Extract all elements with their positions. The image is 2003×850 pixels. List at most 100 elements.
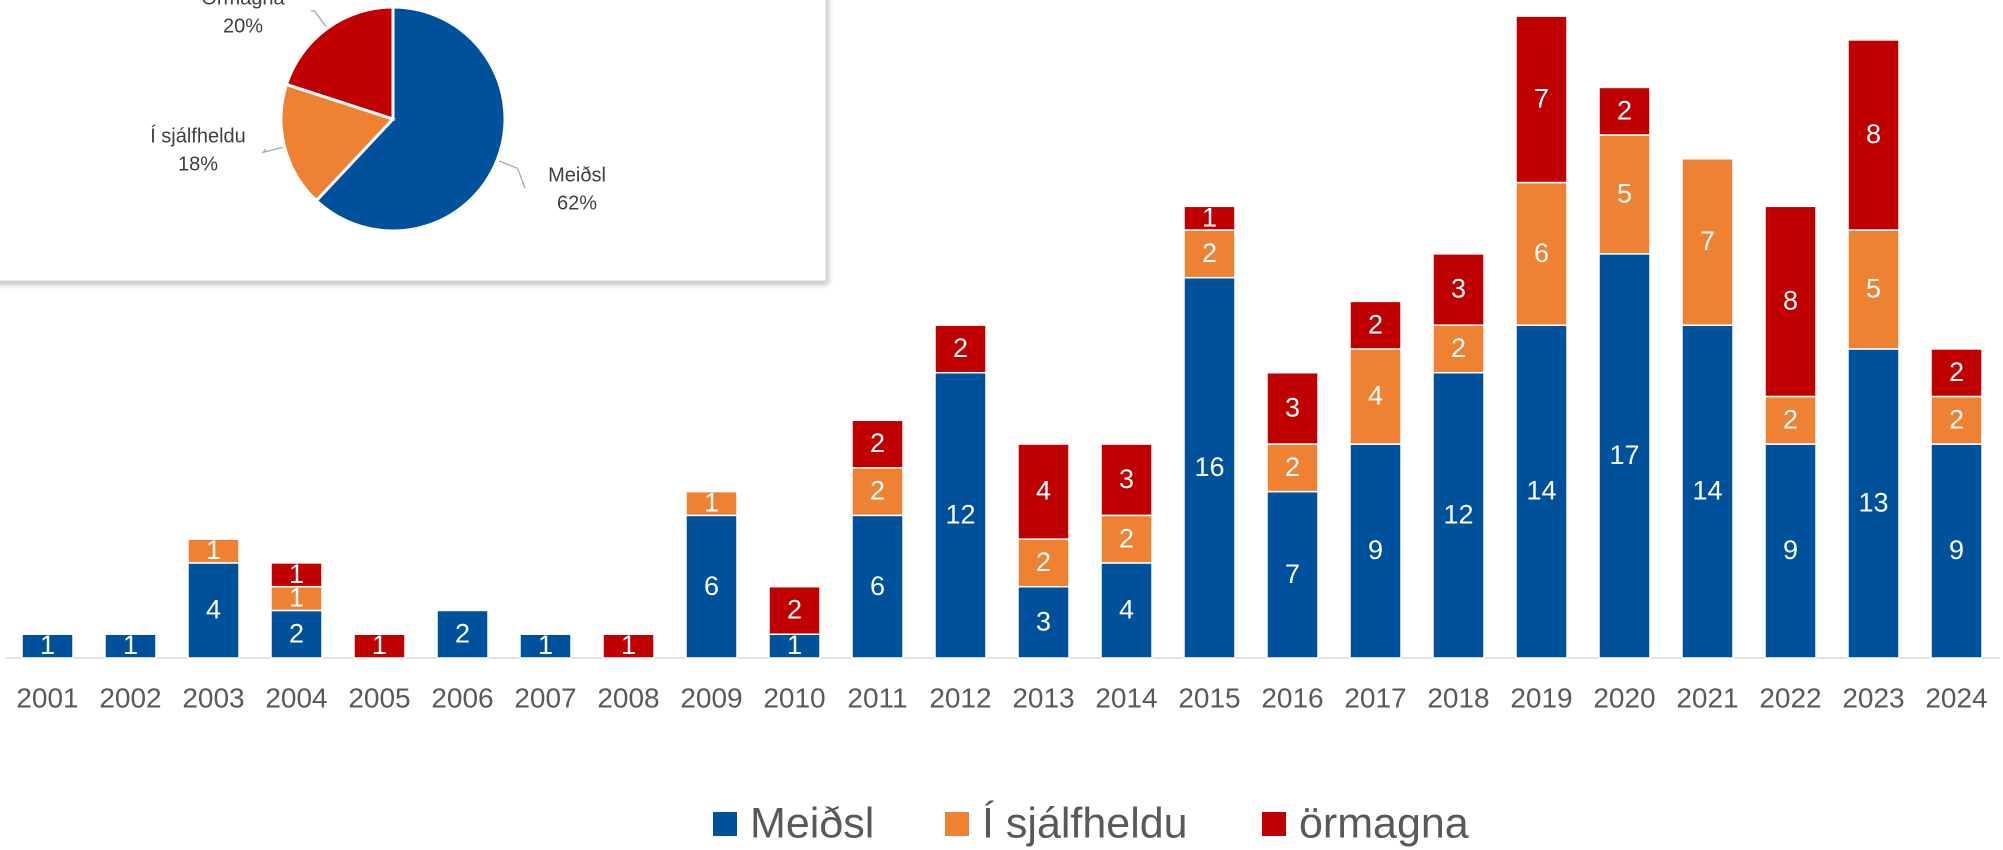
data-label: 4	[1368, 381, 1383, 411]
leader-line	[498, 160, 526, 189]
bar-segment	[1017, 443, 1070, 540]
bar-segment	[519, 633, 572, 659]
data-label: 4	[206, 595, 221, 625]
bar-segment	[1930, 395, 1983, 445]
legend-swatch	[945, 812, 969, 836]
data-label: 6	[704, 571, 719, 601]
x-tick-label: 2022	[1759, 682, 1821, 713]
bar-segment	[1847, 229, 1900, 350]
data-label: 9	[1949, 535, 1964, 565]
x-tick-label: 2016	[1261, 682, 1323, 713]
bar-segment	[1847, 348, 1900, 659]
x-tick-label: 2014	[1095, 682, 1157, 713]
data-label: 5	[1866, 274, 1881, 304]
bar-segment	[1017, 538, 1070, 588]
bar-segment	[353, 633, 406, 659]
data-label: 3	[1119, 464, 1134, 494]
bar-segment	[1515, 181, 1568, 326]
data-label: 2	[1119, 523, 1134, 553]
bar-segment	[851, 514, 904, 659]
data-label: 2	[1368, 309, 1383, 339]
x-tick-label: 2005	[348, 682, 410, 713]
pie-slice	[284, 5, 395, 122]
data-label: 7	[1700, 226, 1715, 256]
x-tick-label: 2017	[1344, 682, 1406, 713]
x-tick-label: 2013	[1012, 682, 1074, 713]
data-label: 7	[1534, 83, 1549, 113]
bar-segment	[436, 609, 489, 659]
x-tick-label: 2023	[1842, 682, 1904, 713]
legend-swatch	[713, 812, 737, 836]
bar-segment	[187, 538, 240, 564]
bar-segment	[1017, 585, 1070, 659]
bar-segment	[934, 324, 987, 374]
data-label: 12	[1443, 499, 1473, 529]
data-label: 2	[787, 595, 802, 625]
data-label: 3	[1451, 274, 1466, 304]
bar-segment	[1598, 253, 1651, 659]
data-label: 2	[1202, 238, 1217, 268]
data-label: 5	[1617, 179, 1632, 209]
bar-segment	[1183, 205, 1236, 231]
data-label: 2	[1949, 404, 1964, 434]
bar-segment	[851, 419, 904, 469]
bar-segment	[685, 490, 738, 517]
data-label: 4	[1119, 595, 1134, 625]
data-label: 1	[206, 535, 221, 565]
x-tick-label: 2002	[99, 682, 161, 713]
bar-segment	[1847, 39, 1900, 231]
bar-segment	[104, 633, 157, 659]
bar-segment	[1930, 443, 1983, 659]
data-label: 1	[289, 583, 304, 613]
bar-segment	[1764, 205, 1817, 398]
legend-label: Í sjálfheldu	[982, 799, 1188, 847]
pie-value-label: 18%	[178, 153, 218, 175]
data-label: 16	[1194, 452, 1224, 482]
data-label: 2	[953, 333, 968, 363]
data-label: 2	[1617, 95, 1632, 125]
data-label: 12	[945, 499, 975, 529]
pie-label: Meiðsl	[548, 164, 606, 186]
x-tick-label: 2001	[16, 682, 78, 713]
data-label: 14	[1526, 476, 1556, 506]
x-tick-label: 2008	[597, 682, 659, 713]
data-label: 1	[1202, 202, 1217, 232]
x-tick-label: 2018	[1427, 682, 1489, 713]
data-label: 2	[1285, 452, 1300, 482]
bar-segment	[1598, 86, 1651, 136]
bar-segment	[934, 371, 987, 659]
bar-segment	[1349, 443, 1402, 659]
pie-label: Í sjálfheldu	[150, 124, 246, 147]
pie-value-label: 20%	[223, 15, 263, 37]
data-label: 1	[372, 630, 387, 660]
data-label: 8	[1783, 286, 1798, 316]
x-tick-label: 2019	[1510, 682, 1572, 713]
leader-line	[261, 146, 283, 154]
pie-label: Örmagna	[201, 0, 285, 9]
bar-segment	[768, 585, 821, 635]
data-label: 9	[1783, 535, 1798, 565]
data-label: 3	[1036, 606, 1051, 636]
data-label: 2	[1036, 547, 1051, 577]
x-tick-label: 2012	[929, 682, 991, 713]
bar-segment	[1100, 443, 1153, 517]
data-label: 6	[1534, 238, 1549, 268]
bar-segment	[602, 633, 655, 659]
x-tick-label: 2011	[847, 682, 907, 713]
pie-value-label: 62%	[557, 192, 597, 214]
data-label: 1	[123, 630, 138, 660]
x-tick-label: 2003	[182, 682, 244, 713]
bar-segment	[1183, 276, 1236, 659]
legend-label: Meiðsl	[750, 799, 874, 847]
data-label: 2	[1949, 357, 1964, 387]
x-tick-label: 2004	[265, 682, 327, 713]
data-label: 4	[1036, 476, 1051, 506]
data-label: 1	[704, 488, 719, 518]
data-label: 17	[1609, 440, 1639, 470]
legend-swatch	[1262, 812, 1286, 836]
bar-segment	[270, 562, 323, 588]
bar-segment	[685, 514, 738, 659]
x-tick-label: 2024	[1925, 682, 1987, 713]
data-label: 6	[870, 571, 885, 601]
